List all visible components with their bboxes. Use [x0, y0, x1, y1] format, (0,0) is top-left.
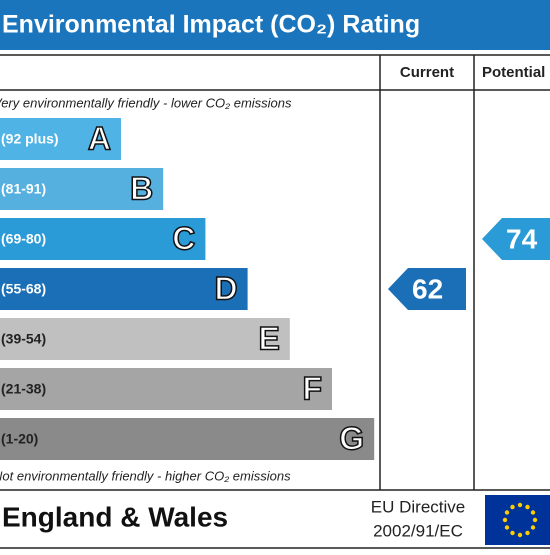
band-range: (81-91)	[1, 181, 46, 197]
top-note: Very environmentally friendly - lower CO…	[0, 95, 292, 110]
column-header: Potential	[482, 64, 545, 81]
band-letter: E	[258, 320, 279, 356]
star	[504, 525, 510, 530]
band	[0, 218, 206, 260]
rating-value: 62	[412, 273, 443, 304]
band	[0, 368, 332, 410]
bottom-note: Not environmentally friendly - higher CO…	[0, 468, 291, 483]
band-letter: F	[302, 370, 322, 406]
band	[0, 168, 164, 210]
footer-region: England & Wales	[2, 501, 228, 532]
band-letter: C	[172, 220, 195, 256]
star	[510, 530, 515, 536]
band-letter: A	[88, 120, 111, 156]
rating-arrow	[482, 218, 550, 260]
band-range: (21-38)	[1, 381, 46, 397]
rating-arrow	[388, 268, 466, 310]
chart-title: Environmental Impact (CO₂) Rating	[2, 11, 420, 39]
band-letter: G	[339, 420, 364, 456]
star	[517, 532, 523, 538]
star	[517, 502, 523, 508]
band-letter: D	[214, 270, 237, 306]
star	[525, 504, 530, 510]
star	[504, 510, 510, 515]
band	[0, 418, 375, 460]
band-range: (55-68)	[1, 281, 46, 297]
band	[0, 318, 290, 360]
star	[532, 517, 538, 523]
eu-stars	[502, 502, 538, 538]
column-header: Current	[400, 64, 454, 81]
star	[525, 530, 530, 536]
band	[0, 118, 121, 160]
star	[510, 504, 515, 510]
band-range: (69-80)	[1, 231, 46, 247]
star	[530, 510, 536, 515]
band-letter: B	[130, 170, 153, 206]
band-range: (92 plus)	[1, 131, 59, 147]
star	[530, 525, 536, 530]
band-range: (39-54)	[1, 331, 46, 347]
title-bar	[0, 0, 550, 50]
band	[0, 268, 248, 310]
star	[502, 517, 508, 523]
band-range: (1-20)	[1, 431, 38, 447]
frame	[0, 54, 550, 549]
eu-flag	[485, 495, 550, 545]
footer-directive: EU Directive	[371, 497, 465, 516]
rating-value: 74	[506, 223, 538, 254]
footer-directive: 2002/91/EC	[373, 521, 463, 540]
